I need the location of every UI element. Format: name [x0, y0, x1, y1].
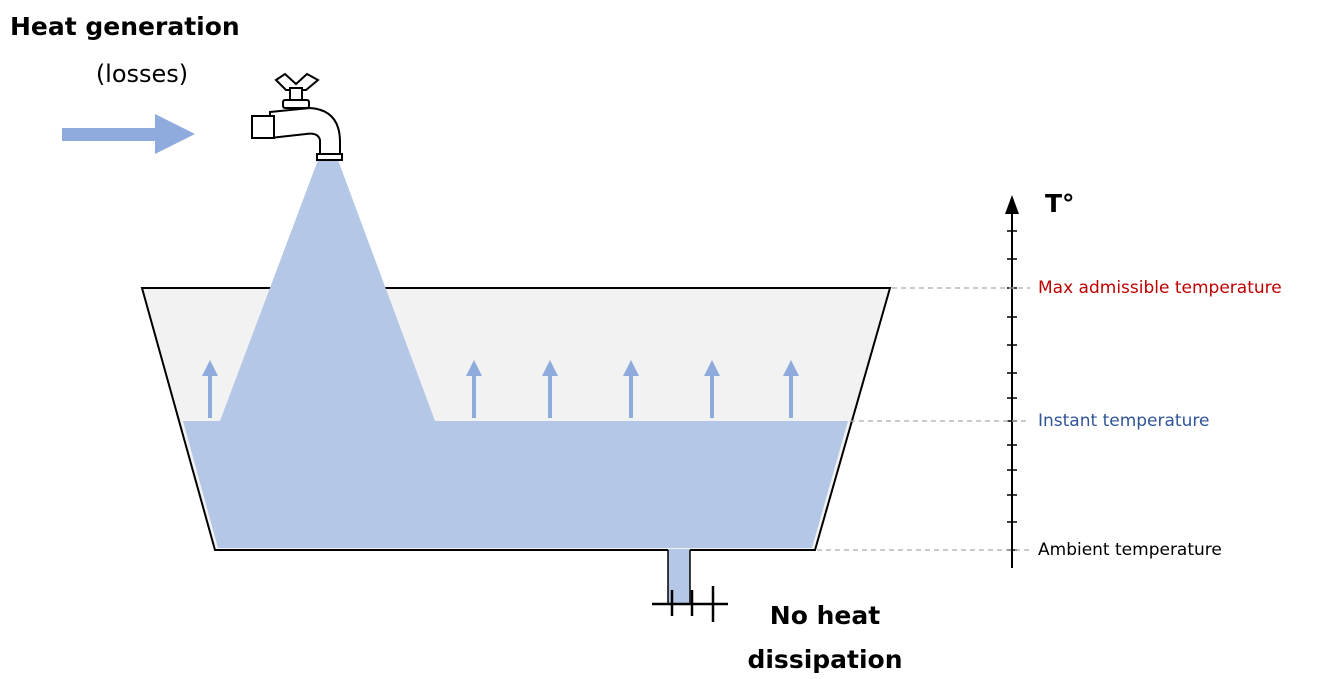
level-label: Ambient temperature [1038, 540, 1222, 560]
input-subtitle: (losses) [96, 60, 188, 88]
output-label: No heat [770, 601, 880, 630]
faucet [252, 74, 342, 160]
level-label: Instant temperature [1038, 411, 1209, 431]
level-label: Max admissible temperature [1038, 278, 1282, 298]
diagram: Heat generation (losses) [0, 0, 1325, 679]
input-arrow [62, 114, 195, 154]
input-title: Heat generation [10, 12, 240, 41]
axis-label: T° [1045, 189, 1075, 218]
output-label: dissipation [747, 645, 902, 674]
